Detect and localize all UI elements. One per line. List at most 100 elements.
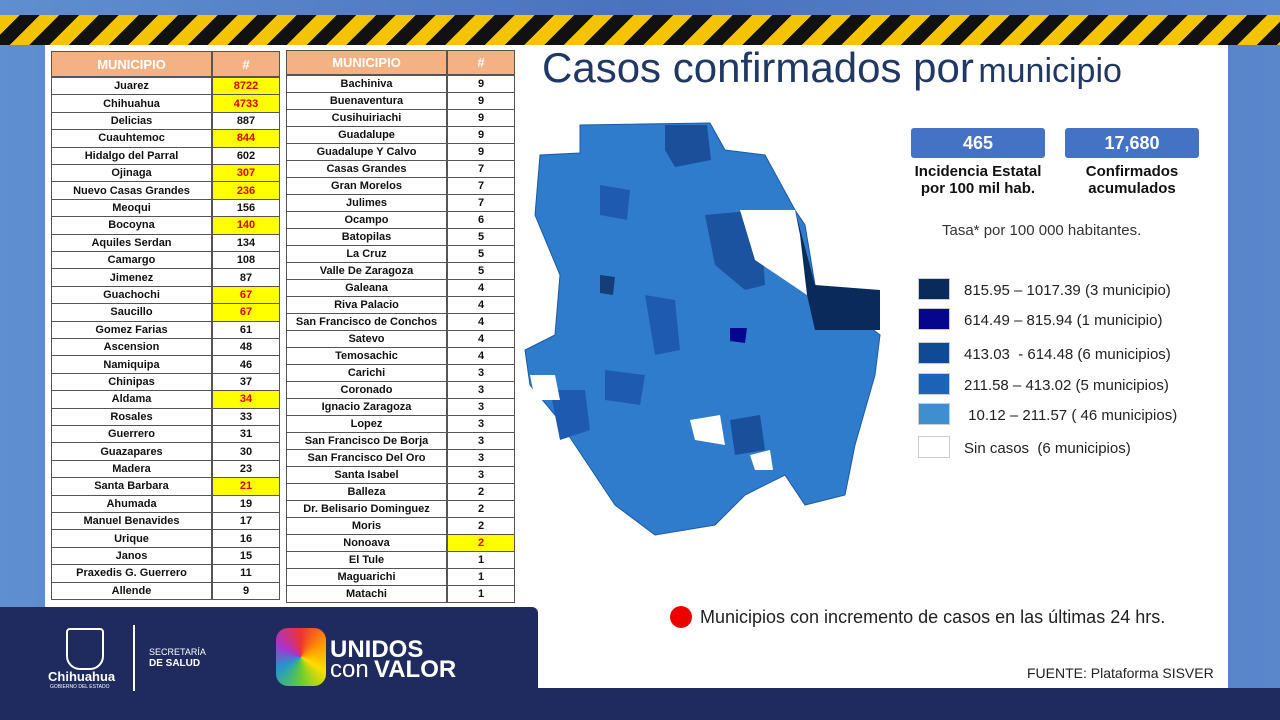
- count-cell: 87: [212, 268, 280, 287]
- municipio-cell: Guachochi: [51, 285, 212, 305]
- municipio-cell: Santa Barbara: [51, 477, 212, 496]
- count-cell: 9: [447, 143, 515, 161]
- count-cell: 602: [212, 146, 280, 165]
- count-cell: 6: [447, 211, 515, 229]
- legend-label: 614.49 – 815.94 (1 municipio): [964, 312, 1163, 329]
- legend-swatch: [918, 403, 950, 425]
- municipio-cell: Madera: [51, 459, 212, 479]
- municipio-cell: Hidalgo del Parral: [51, 146, 212, 165]
- municipio-cell: Meoqui: [51, 198, 212, 218]
- municipio-cell: Galeana: [286, 279, 447, 297]
- increment-note: Municipios con incremento de casos en la…: [700, 607, 1166, 627]
- stat-label: Confirmados acumulados: [1085, 163, 1179, 197]
- region: [550, 390, 590, 440]
- legend-label: 815.95 – 1017.39 (3 municipio): [964, 282, 1171, 299]
- municipio-cell: Aquiles Serdan: [51, 233, 212, 252]
- count-cell: 2: [447, 534, 515, 552]
- municipio-cell: Manuel Benavides: [51, 512, 212, 531]
- stat-value: 17,680: [1065, 128, 1199, 158]
- count-cell: 11: [212, 564, 280, 583]
- count-cell: 61: [212, 320, 280, 339]
- count-cell: 1: [447, 568, 515, 586]
- count-cell: 3: [447, 466, 515, 484]
- municipio-cell: Jimenez: [51, 268, 212, 287]
- municipio-cell: Lopez: [286, 415, 447, 433]
- count-cell: 16: [212, 529, 280, 548]
- count-cell: 5: [447, 228, 515, 246]
- municipio-cell: Rosales: [51, 407, 212, 426]
- count-cell: 3: [447, 381, 515, 399]
- municipio-cell: Balleza: [286, 483, 447, 501]
- municipio-cell: Cusihuiriachi: [286, 109, 447, 127]
- count-cell: 844: [212, 129, 280, 148]
- gov-shield: [66, 628, 104, 670]
- municipio-cell: Guadalupe Y Calvo: [286, 143, 447, 161]
- municipio-cell: Juarez: [51, 77, 212, 96]
- count-cell: 9: [447, 126, 515, 144]
- municipio-cell: Ignacio Zaragoza: [286, 398, 447, 416]
- count-cell: 140: [212, 216, 280, 235]
- header-cell: #: [212, 51, 280, 77]
- municipio-cell: Nonoava: [286, 534, 447, 552]
- count-cell: 67: [212, 285, 280, 305]
- legend-swatch: [918, 436, 950, 458]
- municipio-cell: Temosachic: [286, 347, 447, 365]
- municipio-cell: Satevo: [286, 330, 447, 348]
- municipio-cell: Cuauhtemoc: [51, 129, 212, 148]
- municipio-cell: Ahumada: [51, 494, 212, 513]
- count-cell: 67: [212, 303, 280, 322]
- count-cell: 33: [212, 407, 280, 426]
- legend-swatch: [918, 308, 950, 330]
- count-cell: 9: [212, 581, 280, 600]
- count-cell: 48: [212, 338, 280, 357]
- title-sub: municipio: [978, 52, 1122, 90]
- count-cell: 4: [447, 279, 515, 297]
- header-cell: MUNICIPIO: [51, 51, 212, 77]
- no-cases: [740, 210, 807, 295]
- source: FUENTE: Plataforma SISVER: [1027, 665, 1214, 681]
- count-cell: 21: [212, 477, 280, 496]
- count-cell: 9: [447, 92, 515, 110]
- municipio-cell: Aldama: [51, 390, 212, 409]
- municipio-cell: Guerrero: [51, 425, 212, 444]
- municipio-cell: Bocoyna: [51, 216, 212, 235]
- count-cell: 17: [212, 512, 280, 531]
- municipio-cell: Valle De Zaragoza: [286, 262, 447, 280]
- municipio-cell: Ocampo: [286, 211, 447, 229]
- brand-3: VALOR: [374, 656, 457, 683]
- count-cell: 3: [447, 449, 515, 467]
- count-cell: 1: [447, 551, 515, 569]
- count-cell: 7: [447, 160, 515, 178]
- municipio-cell: Guadalupe: [286, 126, 447, 144]
- municipio-cell: Camargo: [51, 251, 212, 270]
- count-cell: 2: [447, 483, 515, 501]
- count-cell: 31: [212, 425, 280, 444]
- municipio-cell: Gomez Farias: [51, 320, 212, 339]
- municipio-cell: Allende: [51, 581, 212, 600]
- region: [730, 415, 765, 455]
- municipio-cell: Batopilas: [286, 228, 447, 246]
- region: [795, 210, 880, 330]
- count-cell: 9: [447, 75, 515, 93]
- legend-swatch: [918, 373, 950, 395]
- municipio-cell: Buenaventura: [286, 92, 447, 110]
- stat-value: 465: [911, 128, 1045, 158]
- count-cell: 19: [212, 494, 280, 513]
- count-cell: 4: [447, 313, 515, 331]
- count-cell: 5: [447, 245, 515, 263]
- count-cell: 4: [447, 330, 515, 348]
- count-cell: 5: [447, 262, 515, 280]
- municipio-cell: Ascension: [51, 338, 212, 357]
- municipio-cell: Saucillo: [51, 303, 212, 322]
- legend-swatch: [918, 278, 950, 300]
- secretaria-1: SECRETARÍA: [149, 647, 206, 657]
- municipio-cell: Santa Isabel: [286, 466, 447, 484]
- region: [665, 125, 711, 167]
- no-cases: [530, 375, 560, 400]
- count-cell: 4733: [212, 94, 280, 113]
- region: [645, 295, 680, 355]
- region: [730, 328, 747, 343]
- count-cell: 23: [212, 459, 280, 479]
- municipio-cell: San Francisco Del Oro: [286, 449, 447, 467]
